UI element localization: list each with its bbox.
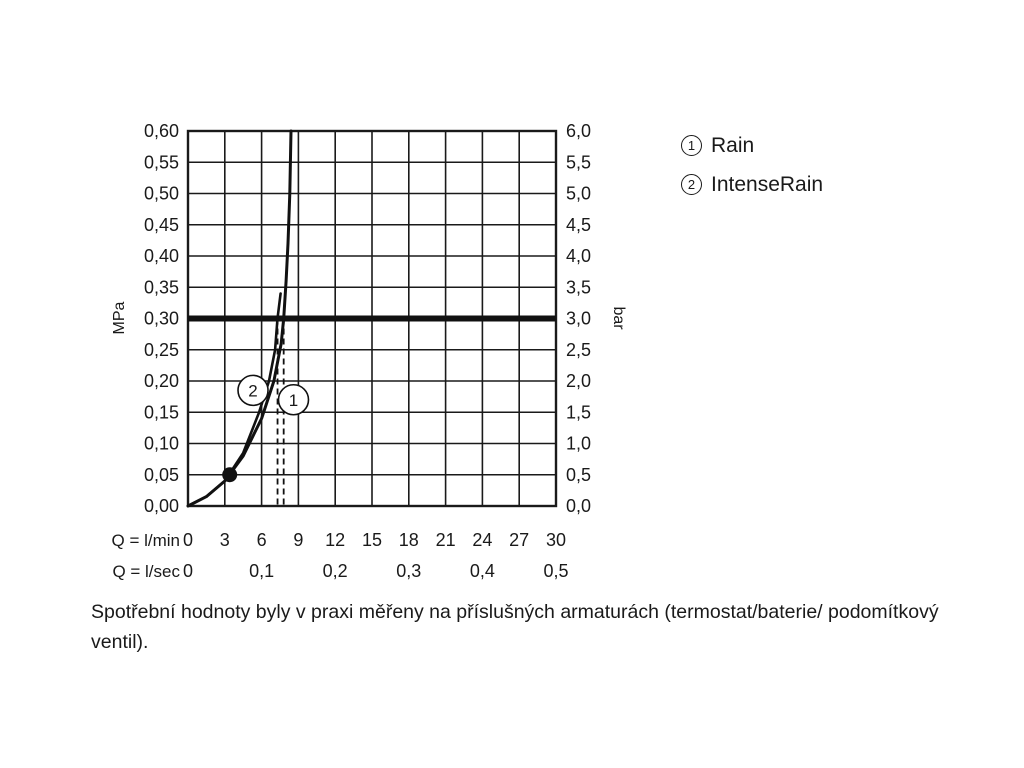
- series-marker-label-1: 1: [289, 391, 298, 410]
- y-tick-label-left: 0,60: [144, 121, 179, 141]
- data-series: 12: [186, 129, 310, 508]
- series-marker-circle-1: [277, 383, 310, 416]
- y-axis-title-right: bar: [610, 306, 627, 330]
- axis-labels: MPa bar: [111, 301, 627, 334]
- x-tick-label-lmin: 9: [293, 530, 303, 550]
- x-tick-label-lmin: 0: [183, 530, 193, 550]
- tick-labels: 0,000,050,100,150,200,250,300,350,400,45…: [112, 121, 592, 581]
- y-tick-label-right: 3,5: [566, 277, 591, 297]
- legend-label-rain: Rain: [711, 133, 755, 157]
- chart-grid: [186, 129, 558, 508]
- x-tick-label-lsec: 0: [183, 561, 193, 581]
- legend-marker-1: 1: [681, 135, 702, 156]
- y-tick-label-left: 0,45: [144, 215, 179, 235]
- x-tick-label-lmin: 21: [436, 530, 456, 550]
- y-tick-label-right: 2,0: [566, 371, 591, 391]
- y-tick-label-left: 0,50: [144, 184, 179, 204]
- x-tick-label-lsec: 0,4: [470, 561, 495, 581]
- x-tick-label-lmin: 24: [472, 530, 492, 550]
- series-marker-circle-2: [237, 374, 269, 407]
- y-tick-label-left: 0,35: [144, 277, 179, 297]
- y-axis-title-left: MPa: [111, 301, 128, 334]
- y-tick-label-right: 1,5: [566, 402, 591, 422]
- x-tick-label-lmin: 18: [399, 530, 419, 550]
- x-tick-label-lsec: 0,2: [323, 561, 348, 581]
- legend-label-intenserain: IntenseRain: [711, 172, 824, 196]
- x-tick-label-lmin: 15: [362, 530, 382, 550]
- y-tick-label-left: 0,40: [144, 246, 179, 266]
- y-tick-label-right: 1,0: [566, 434, 591, 454]
- y-tick-label-left: 0,00: [144, 496, 179, 516]
- legend: 1 Rain 2 IntenseRain: [681, 126, 823, 204]
- y-tick-label-right: 5,0: [566, 184, 591, 204]
- series-marker-label-2: 2: [248, 381, 257, 400]
- y-tick-label-right: 4,0: [566, 246, 591, 266]
- marked-point: [222, 467, 238, 483]
- x-axis-title-lmin: Q = l/min: [112, 531, 181, 550]
- footnote: Spotřební hodnoty byly v praxi měřeny na…: [91, 601, 939, 653]
- x-tick-label-lmin: 6: [257, 530, 267, 550]
- x-tick-label-lsec: 0,5: [543, 561, 568, 581]
- legend-marker-2: 2: [681, 174, 702, 195]
- y-tick-label-left: 0,25: [144, 340, 179, 360]
- x-tick-label-lmin: 27: [509, 530, 529, 550]
- y-tick-label-left: 0,30: [144, 309, 179, 329]
- legend-item-rain: 1 Rain: [681, 126, 823, 165]
- x-tick-label-lmin: 3: [220, 530, 230, 550]
- x-tick-label-lsec: 0,1: [249, 561, 274, 581]
- y-tick-label-right: 4,5: [566, 215, 591, 235]
- x-axis-title-lsec: Q = l/sec: [112, 562, 180, 581]
- x-tick-label-lmin: 30: [546, 530, 566, 550]
- y-tick-label-left: 0,55: [144, 152, 179, 172]
- x-tick-label-lmin: 12: [325, 530, 345, 550]
- y-tick-label-right: 2,5: [566, 340, 591, 360]
- y-tick-label-left: 0,15: [144, 402, 179, 422]
- y-tick-label-right: 5,5: [566, 152, 591, 172]
- y-tick-label-left: 0,05: [144, 465, 179, 485]
- y-tick-label-right: 0,0: [566, 496, 591, 516]
- x-tick-label-lsec: 0,3: [396, 561, 421, 581]
- legend-item-intenserain: 2 IntenseRain: [681, 165, 823, 204]
- y-tick-label-left: 0,20: [144, 371, 179, 391]
- y-tick-label-left: 0,10: [144, 434, 179, 454]
- y-tick-label-right: 0,5: [566, 465, 591, 485]
- y-tick-label-right: 3,0: [566, 309, 591, 329]
- y-tick-label-right: 6,0: [566, 121, 591, 141]
